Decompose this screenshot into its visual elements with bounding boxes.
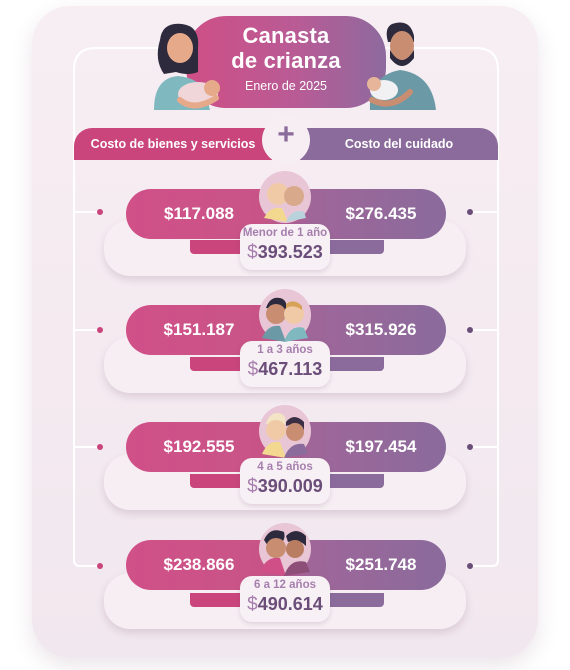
total-value-3: $390.009 xyxy=(240,476,330,498)
page-title-line2: de crianza xyxy=(231,48,341,73)
age-label-1: Menor de 1 año xyxy=(242,227,328,239)
age-label-2: 1 a 3 años xyxy=(257,344,313,356)
currency-symbol: $ xyxy=(247,476,258,497)
cuidado-dots xyxy=(467,209,473,569)
bienes-value-3: $192.555 xyxy=(163,437,235,456)
mother-illustration-icon xyxy=(154,23,220,110)
total-amount: 390.009 xyxy=(257,476,323,496)
plus-badge: + xyxy=(258,110,314,166)
age-label-4: 6 a 12 años xyxy=(253,579,316,591)
total-box-2: 1 a 3 años $467.113 xyxy=(240,341,330,387)
bienes-value-1: $117.088 xyxy=(164,204,234,223)
father-illustration-icon xyxy=(367,22,436,110)
child-icon xyxy=(259,405,311,458)
toddler-icon xyxy=(259,289,311,342)
plus-sign: + xyxy=(277,118,295,151)
age-label-3: 4 a 5 años xyxy=(257,461,313,473)
bienes-dots xyxy=(97,209,103,569)
total-value-2: $467.113 xyxy=(240,359,330,381)
total-amount: 490.614 xyxy=(257,594,323,614)
total-box-4: 6 a 12 años $490.614 xyxy=(240,576,330,622)
category-cuidado-label: Costo del cuidado xyxy=(300,128,498,160)
total-value-4: $490.614 xyxy=(240,594,330,616)
total-box-3: 4 a 5 años $390.009 xyxy=(240,458,330,504)
cuidado-value-1: $276.435 xyxy=(345,204,417,223)
currency-symbol: $ xyxy=(247,594,258,615)
header-banner: Canasta de crianza Enero de 2025 xyxy=(186,16,386,108)
total-amount: 393.523 xyxy=(257,242,323,262)
currency-symbol: $ xyxy=(247,242,258,263)
cuidado-value-4: $251.748 xyxy=(345,555,417,574)
cuidado-value-3: $197.454 xyxy=(345,437,417,456)
bienes-value-2: $151.187 xyxy=(163,320,235,339)
currency-symbol: $ xyxy=(247,359,259,380)
page-title-line1: Canasta xyxy=(242,23,330,48)
bienes-value-4: $238.866 xyxy=(163,555,235,574)
total-value-1: $393.523 xyxy=(240,242,330,264)
total-box-1: Menor de 1 año $393.523 xyxy=(240,224,330,270)
category-bienes-label: Costo de bienes y servicios xyxy=(74,128,272,160)
baby-icon xyxy=(259,171,311,223)
cuidado-value-2: $315.926 xyxy=(345,320,417,339)
preteen-icon xyxy=(259,523,311,576)
total-amount: 467.113 xyxy=(258,359,323,379)
plus-circle-icon xyxy=(262,116,310,164)
page-subtitle: Enero de 2025 xyxy=(244,79,327,93)
